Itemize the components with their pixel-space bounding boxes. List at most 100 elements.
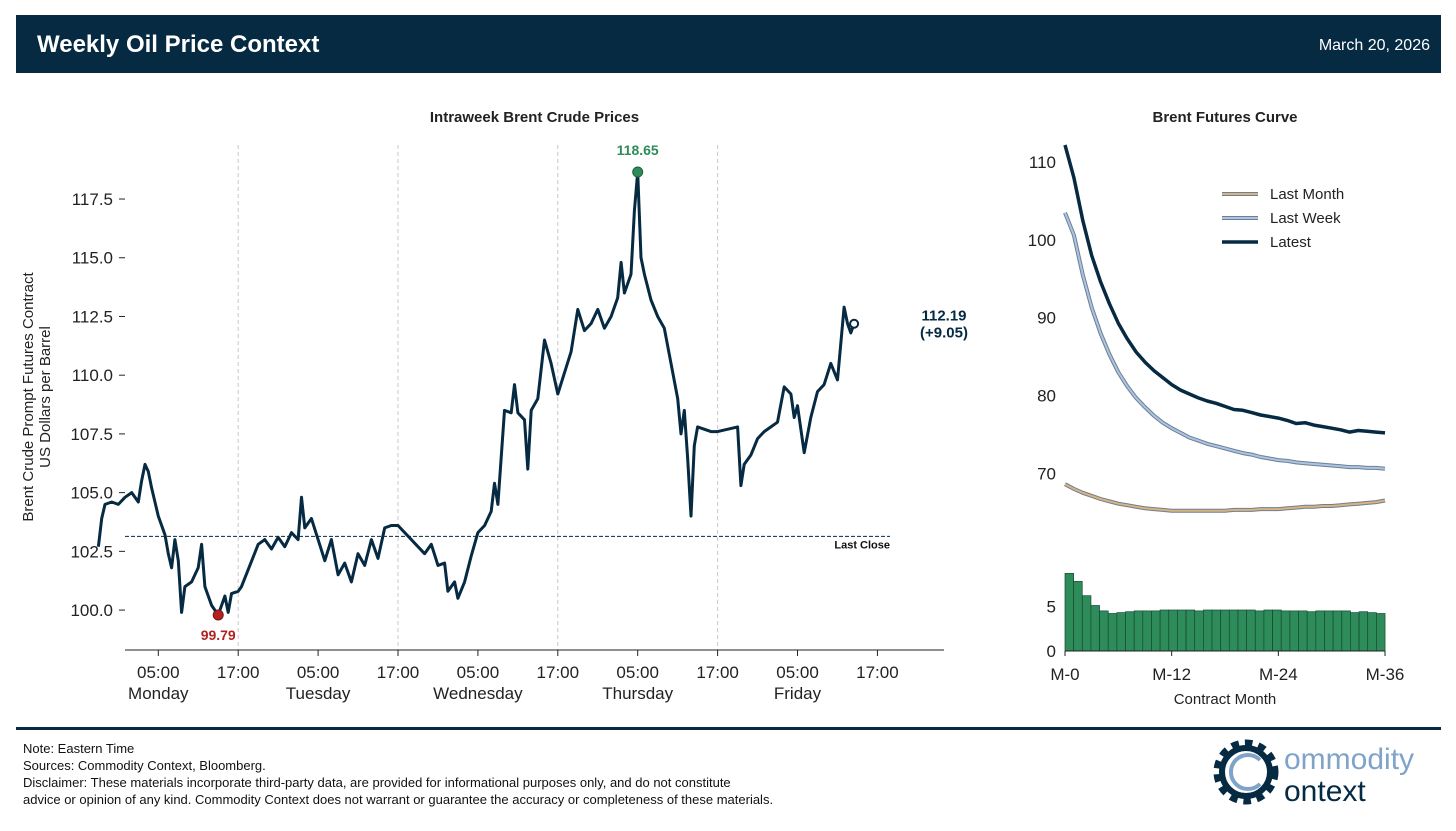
intraweek-x-tick-label: 17:00 xyxy=(377,663,420,682)
spread-bar xyxy=(1177,609,1187,652)
spread-bar xyxy=(1116,612,1126,652)
intraweek-chart-title: Intraweek Brent Crude Prices xyxy=(430,109,639,126)
spread-bar xyxy=(1133,610,1144,652)
legend-label-last-week: Last Week xyxy=(1270,210,1341,227)
latest-curve-line xyxy=(1063,144,1386,435)
spread-x-tick-label: M-0 xyxy=(1050,665,1079,684)
spread-bar xyxy=(1211,609,1221,652)
weekly-high-marker xyxy=(632,166,644,178)
intraweek-x-tick-label: 05:00 xyxy=(457,663,500,682)
spread-bar xyxy=(1246,609,1256,652)
intraweek-y-tick-label: 115.0 xyxy=(72,249,113,268)
spread-bar xyxy=(1151,610,1161,652)
spread-bar xyxy=(1376,613,1386,652)
curve-y-tick-label: 80 xyxy=(1037,387,1056,406)
weekday-label: Wednesday xyxy=(433,684,523,703)
last-close-label: Last Close xyxy=(834,539,890,551)
weekday-label: Tuesday xyxy=(286,684,351,703)
footer-disclaimer-line-1: Disclaimer: These materials incorporate … xyxy=(23,775,731,790)
intraweek-y-axis-label-line-1: Brent Crude Prompt Futures Contract xyxy=(20,272,37,522)
report-date: March 20, 2026 xyxy=(1318,37,1430,54)
spread-y-tick-label: 0 xyxy=(1047,642,1056,661)
spread-bar xyxy=(1315,610,1325,652)
intraweek-y-tick-label: 112.5 xyxy=(72,307,113,326)
spread-bar xyxy=(1073,581,1083,652)
spread-bar xyxy=(1306,611,1317,652)
intraweek-x-tick-label: 17:00 xyxy=(217,663,260,682)
latest-change-label: (+9.05) xyxy=(920,325,968,342)
spread-bar xyxy=(1090,605,1100,652)
logo-word-commodity: ommodity xyxy=(1284,743,1414,776)
spread-bar xyxy=(1081,595,1092,652)
spread-x-tick-label: M-36 xyxy=(1366,665,1405,684)
footer-rule xyxy=(16,727,1441,730)
legend-label-last-month: Last Month xyxy=(1270,186,1344,203)
curve-y-tick-label: 100 xyxy=(1028,231,1056,250)
legend-label-latest: Latest xyxy=(1270,234,1312,251)
weekday-label: Monday xyxy=(128,684,189,703)
spread-bar xyxy=(1341,610,1351,652)
spread-bar xyxy=(1324,610,1334,652)
brent-price-series-line xyxy=(96,170,856,617)
spread-bar xyxy=(1254,610,1265,652)
intraweek-y-tick-label: 100.0 xyxy=(70,601,113,620)
spread-bar xyxy=(1220,609,1230,652)
spread-bar xyxy=(1289,610,1299,652)
footer-sources: Sources: Commodity Context, Bloomberg. xyxy=(23,758,266,773)
latest-price-marker xyxy=(849,318,860,329)
spread-x-tick-label: M-12 xyxy=(1152,665,1191,684)
weekday-label: Thursday xyxy=(602,684,673,703)
intraweek-x-tick-label: 05:00 xyxy=(616,663,659,682)
header-bar: Weekly Oil Price Context March 20, 2026 xyxy=(16,15,1441,73)
intraweek-x-tick-label: 17:00 xyxy=(537,663,580,682)
spread-bar xyxy=(1332,610,1343,652)
spread-bar xyxy=(1272,609,1282,652)
spread-bar xyxy=(1125,611,1135,652)
intraweek-y-tick-label: 107.5 xyxy=(70,425,113,444)
weekday-label: Friday xyxy=(774,684,822,703)
spread-bar xyxy=(1099,610,1109,652)
logo-word-context: ontext xyxy=(1284,775,1366,808)
spread-bar xyxy=(1263,609,1273,652)
intraweek-x-tick-label: 17:00 xyxy=(856,663,899,682)
spread-bar xyxy=(1367,612,1377,652)
spread-bar xyxy=(1237,609,1247,652)
spread-bar xyxy=(1280,610,1291,652)
commodity-context-logo: ommodity ontext xyxy=(1213,739,1414,808)
spread-bar xyxy=(1298,610,1308,652)
spread-bar xyxy=(1159,609,1170,652)
spread-bar xyxy=(1064,573,1074,652)
intraweek-x-tick-label: 17:00 xyxy=(696,663,739,682)
spread-bar xyxy=(1350,612,1360,652)
intraweek-y-tick-label: 110.0 xyxy=(72,366,113,385)
weekly-high-label: 118.65 xyxy=(617,142,659,158)
spread-bar xyxy=(1142,610,1152,652)
footer-note: Note: Eastern Time xyxy=(23,741,135,756)
spread-bar xyxy=(1194,610,1204,652)
intraweek-y-tick-label: 102.5 xyxy=(70,542,113,561)
intraweek-y-tick-label: 105.0 xyxy=(70,484,113,503)
spread-bar xyxy=(1107,613,1118,652)
spread-x-tick-label: M-24 xyxy=(1259,665,1298,684)
curve-y-tick-label: 70 xyxy=(1037,464,1056,483)
intraweek-x-tick-label: 05:00 xyxy=(297,663,340,682)
gear-icon xyxy=(1213,739,1279,805)
last-week-curve-line xyxy=(1064,212,1386,470)
report-title: Weekly Oil Price Context xyxy=(37,31,320,58)
spread-bar xyxy=(1203,609,1213,652)
spread-bar xyxy=(1185,609,1196,652)
footer-disclaimer-line-2: advice or opinion of any kind. Commodity… xyxy=(23,792,774,807)
curve-y-tick-label: 110 xyxy=(1029,153,1056,172)
spread-bar xyxy=(1168,609,1178,652)
futures-curve-title: Brent Futures Curve xyxy=(1152,109,1297,126)
last-month-curve-outline xyxy=(1064,482,1386,513)
weekly-low-marker xyxy=(212,609,224,621)
footer-notes: Note: Eastern Time Sources: Commodity Co… xyxy=(23,740,773,808)
intraweek-y-axis-label-line-2: US Dollars per Barrel xyxy=(37,326,54,468)
curve-y-tick-label: 90 xyxy=(1037,309,1056,328)
spread-bar xyxy=(1358,611,1369,652)
spread-y-tick-label: 5 xyxy=(1047,597,1056,616)
spread-bar xyxy=(1228,609,1239,652)
intraweek-x-tick-label: 05:00 xyxy=(776,663,819,682)
